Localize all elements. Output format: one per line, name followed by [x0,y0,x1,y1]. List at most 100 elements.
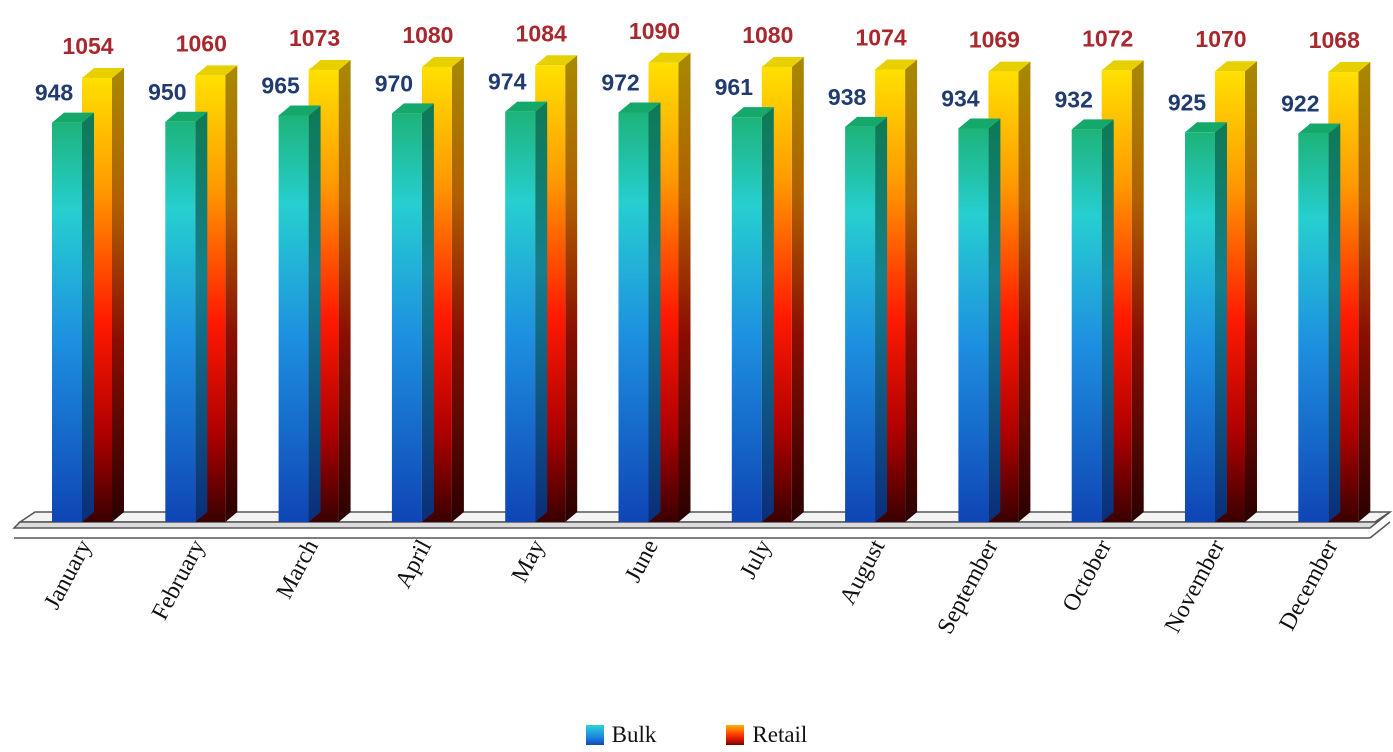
bar-bulk-july [731,107,774,522]
bar-bulk-december-front [1298,133,1329,522]
x-tick-label-november: November [1160,536,1231,638]
bar-bulk-march-top [278,105,321,116]
data-label-bulk-november: 925 [1168,89,1207,115]
bar-chart: 948 1054 950 1060 965 1073 970 1080 974 1084 972 10… [12,18,1393,639]
data-label-bulk-september: 934 [941,86,980,112]
data-label-bulk-may: 974 [488,69,527,95]
bar-bulk-october [1071,119,1114,523]
data-label-retail-december: 1068 [1309,27,1360,53]
bar-bulk-february-front [165,121,196,522]
bar-bulk-december-top [1298,123,1341,134]
bar-retail-august-side [905,59,918,522]
bar-bulk-march-front [278,115,309,523]
bar-bulk-may-side [535,101,548,522]
data-label-bulk-august: 938 [828,84,867,110]
bar-bulk-may-top [505,101,548,112]
bar-bulk-march-side [308,105,321,523]
data-label-retail-march: 1073 [289,25,340,51]
bar-bulk-december-side [1328,123,1341,522]
bar-bulk-april-front [391,113,422,523]
data-label-retail-september: 1069 [969,27,1020,53]
data-label-bulk-april: 970 [375,70,413,96]
x-tick-label-october: October [1058,536,1117,616]
bar-bulk-january-top [52,112,94,123]
legend-swatch-retail [726,725,745,745]
bar-retail-january-side [112,67,124,522]
bar-bulk-april-top [391,103,434,114]
bars-layer [52,52,1371,523]
bar-retail-december-side [1358,62,1371,522]
bar-retail-january-top [82,67,124,78]
bar-bulk-september-top [958,118,1001,129]
bar-bulk-april-side [421,103,434,523]
legend-item-retail: Retail [726,722,807,748]
bar-bulk-october-top [1071,119,1114,130]
bar-bulk-january-front [52,122,82,522]
x-tick-label-january: January [39,536,97,614]
legend: Bulk Retail [0,720,1393,750]
bar-retail-march-side [338,59,351,522]
data-label-retail-november: 1070 [1195,26,1246,52]
bar-bulk-august [845,116,888,522]
bar-bulk-march [278,105,321,523]
bar-retail-february-side [225,65,238,522]
bar-bulk-october-side [1101,119,1114,523]
bar-bulk-july-top [731,107,774,118]
legend-label-bulk: Bulk [611,722,657,747]
bar-bulk-september-side [988,118,1001,522]
bar-retail-may-side [565,55,578,523]
bar-bulk-october-front [1071,129,1102,523]
data-label-retail-october: 1072 [1082,25,1133,51]
x-tick-label-february: February [147,536,211,625]
bar-bulk-december [1298,123,1341,522]
bar-bulk-august-front [845,126,876,522]
bar-bulk-january-side [82,112,94,522]
x-tick-label-july: July [735,536,777,584]
bar-retail-august-top [875,59,918,70]
data-label-bulk-june: 972 [601,69,639,95]
data-label-retail-january: 1054 [62,33,113,59]
data-label-bulk-march: 965 [261,72,300,98]
bar-bulk-july-front [731,117,762,522]
bar-retail-july-side [791,56,804,522]
bar-bulk-february-top [165,111,208,122]
x-tick-label-april: April [390,535,437,592]
bar-bulk-july-side [761,107,774,522]
x-tick-label-december: December [1274,536,1343,635]
data-label-retail-august: 1074 [856,25,907,51]
bar-bulk-september [958,118,1001,522]
bar-retail-june-side [678,52,691,523]
bar-bulk-september-front [958,128,989,522]
bar-retail-december-top [1328,62,1371,73]
x-tick-label-june: June [620,536,664,587]
bar-retail-september-side [1018,61,1031,522]
bar-bulk-november-side [1215,122,1227,523]
bar-bulk-august-side [875,116,888,522]
bar-retail-june-top [648,52,691,63]
x-tick-label-august: August [835,535,891,609]
x-tick-label-september: September [933,536,1004,639]
data-label-retail-april: 1080 [402,22,453,48]
bar-bulk-may [505,101,548,522]
bar-bulk-june-side [648,102,661,522]
x-tick-label-may: May [507,536,551,587]
bar-retail-april-top [421,56,464,67]
bar-bulk-june [618,102,661,522]
bar-retail-october-side [1131,60,1144,523]
data-label-bulk-february: 950 [148,79,186,105]
bar-retail-september-top [988,61,1031,72]
legend-label-retail: Retail [752,722,808,747]
bar-retail-may-top [535,55,578,66]
data-label-bulk-october: 932 [1055,86,1093,112]
bar-bulk-november-front [1185,132,1215,523]
data-labels-layer: 948 1054 950 1060 965 1073 970 1080 974 1084 972 10… [35,18,1360,117]
data-label-retail-july: 1080 [742,22,793,48]
legend-swatch-bulk [585,725,604,745]
x-axis-line-depth [1369,521,1391,539]
data-label-bulk-december: 922 [1281,91,1319,117]
bar-bulk-november-top [1185,122,1227,133]
bar-bulk-february-side [195,111,208,522]
floor-edge [12,511,1391,529]
data-label-retail-june: 1090 [629,18,680,44]
bar-retail-november-side [1245,61,1257,523]
